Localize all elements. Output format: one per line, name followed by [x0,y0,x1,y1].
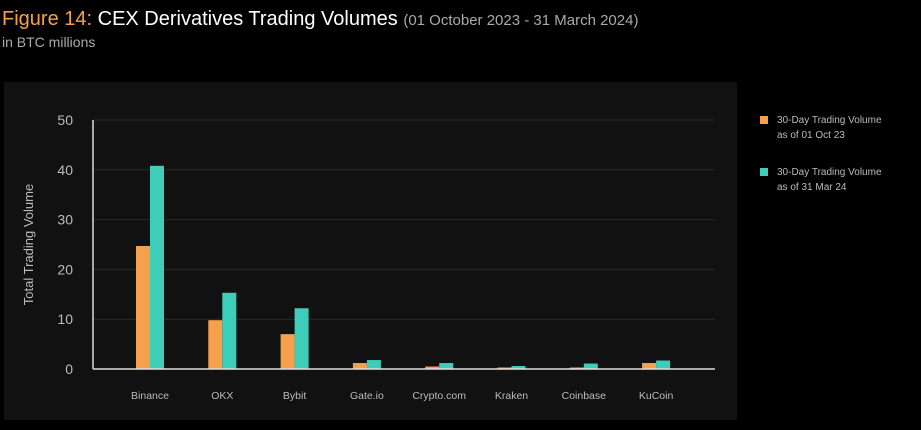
y-tick-label: 30 [57,212,73,228]
bar-kucoin-mar24 [656,360,671,369]
x-tick-label: Binance [131,390,169,402]
legend-label: as of 31 Mar 24 [777,182,847,193]
legend-item-mar24: 30-Day Trading Volume as of 31 Mar 24 [760,165,882,195]
legend-item-oct23: 30-Day Trading Volume as of 01 Oct 23 [760,113,882,143]
legend-label: 30-Day Trading Volume [777,167,882,178]
y-axis-label: Total Trading Volume [21,184,36,305]
x-tick-label: Coinbase [562,390,607,402]
bar-okx-oct23 [208,320,223,369]
y-tick-label: 10 [57,311,73,327]
bar-coinbase-mar24 [583,363,598,369]
figure-label: Figure 14: [2,8,93,30]
bar-binance-oct23 [136,245,150,369]
legend: 30-Day Trading Volume as of 01 Oct 23 30… [760,113,882,217]
legend-label: 30-Day Trading Volume [777,115,882,126]
y-tick-label: 0 [65,361,73,377]
x-tick-label: Gate.io [350,390,384,402]
legend-swatch-teal [760,168,768,176]
x-tick-label: Kraken [495,390,528,402]
bar-binance-mar24 [150,165,164,369]
x-tick-label: OKX [211,390,233,402]
legend-swatch-orange [760,116,768,124]
x-tick-label: Crypto.com [412,390,466,402]
bar-kraken-mar24 [511,366,526,369]
bar-kucoin-oct23 [642,363,657,369]
x-tick-label: Bybit [283,390,306,402]
date-range: (01 October 2023 - 31 March 2024) [403,12,639,29]
chart-subtitle: in BTC millions [2,34,96,50]
bar-gateio-oct23 [352,363,367,369]
legend-label: as of 01 Oct 23 [777,130,845,141]
bar-cryptocom-oct23 [425,366,440,369]
bar-bybit-mar24 [294,308,309,369]
x-tick-label: KuCoin [639,390,674,402]
bar-okx-mar24 [222,292,237,369]
bar-gateio-mar24 [366,360,381,369]
bar-bybit-oct23 [280,334,295,369]
bar-cryptocom-mar24 [439,363,454,369]
y-tick-label: 20 [57,261,73,277]
title-text: CEX Derivatives Trading Volumes [97,8,398,30]
y-tick-label: 40 [57,162,73,178]
chart-title: Figure 14: CEX Derivatives Trading Volum… [2,8,638,31]
y-tick-label: 50 [57,112,73,128]
